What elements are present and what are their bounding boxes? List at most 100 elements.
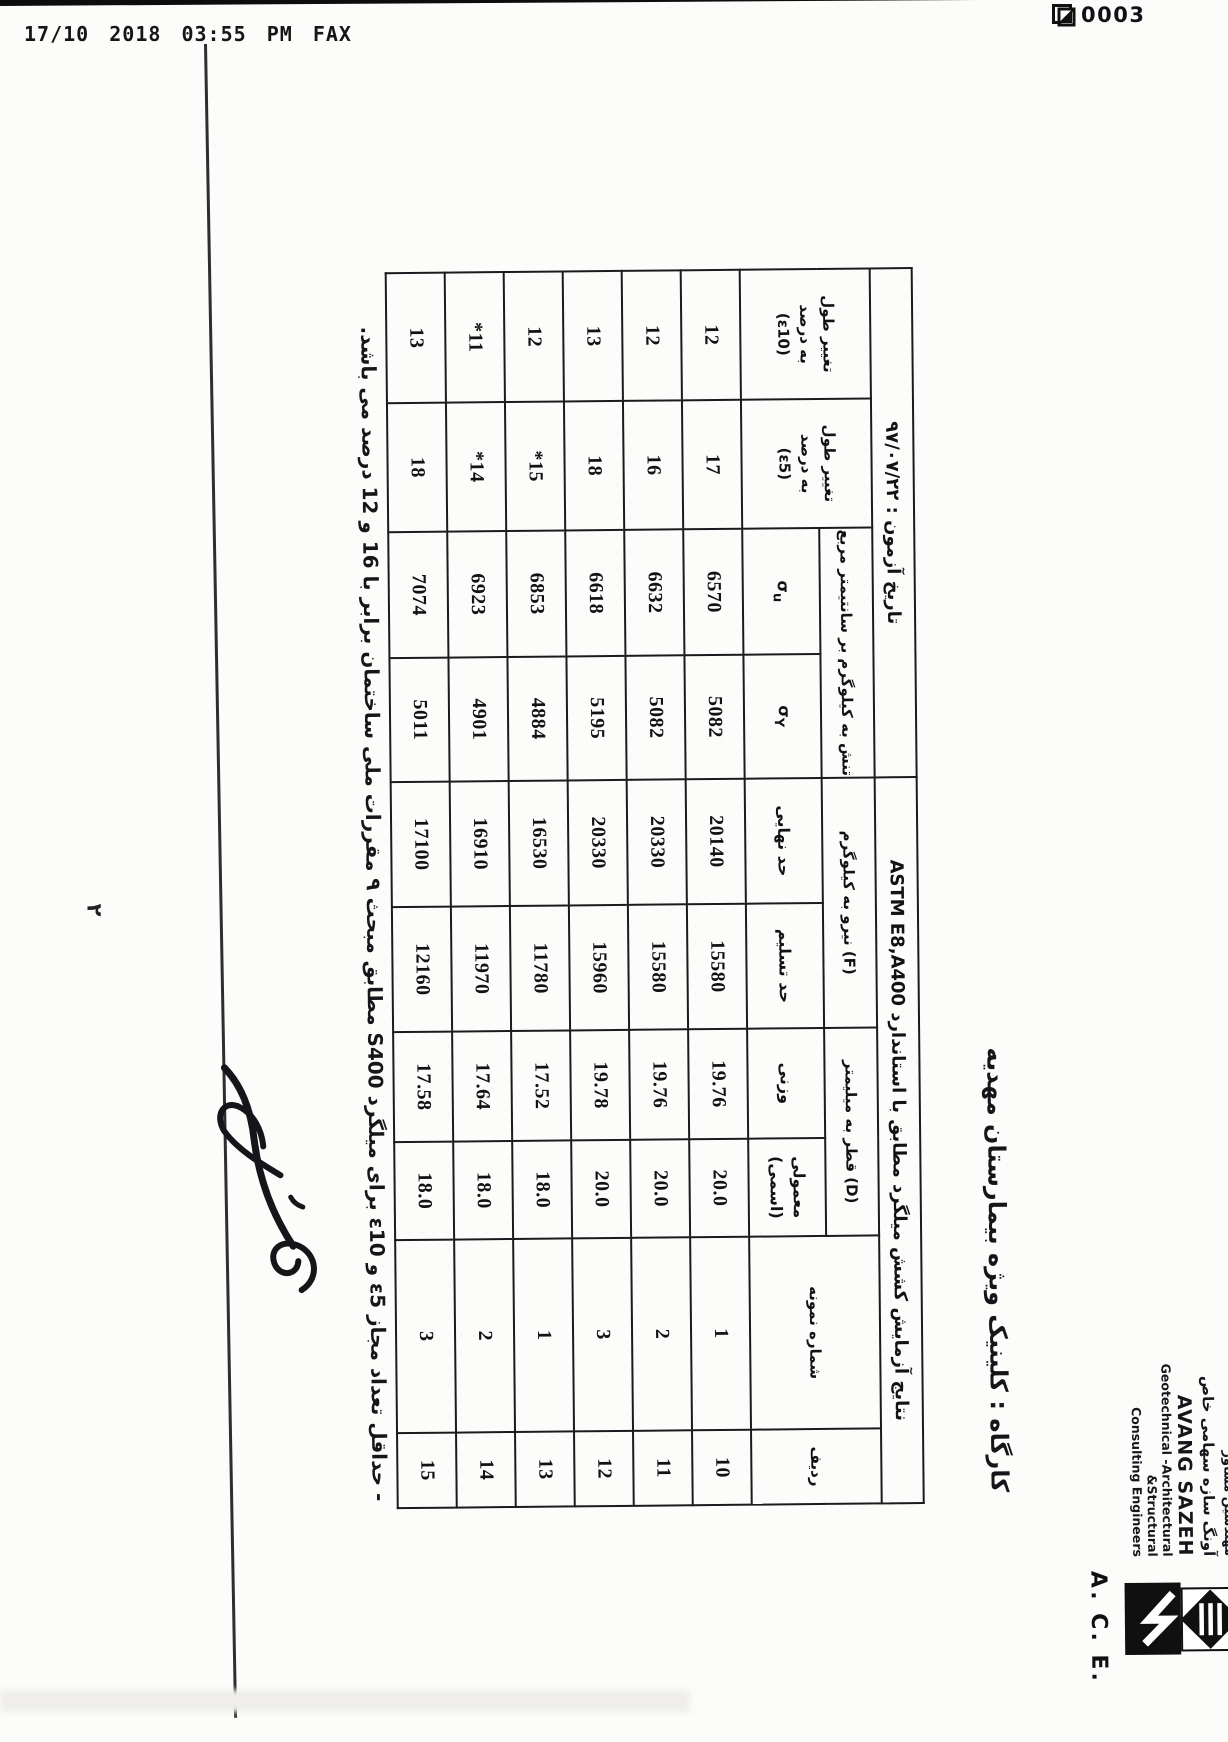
col-header-weighted: وزنی <box>747 1027 826 1139</box>
table-cell: 18 <box>386 402 448 533</box>
letterhead-fa-name: آونگ سازه سهامی خاص <box>1198 1375 1219 1557</box>
table-cell: 13 <box>515 1431 575 1507</box>
table-cell: 12 <box>680 269 741 401</box>
table-cell: 11780 <box>509 905 571 1032</box>
table-cell: 6853 <box>506 530 567 658</box>
table-cell: 5195 <box>566 655 627 781</box>
table-cell: 20.0 <box>630 1139 691 1238</box>
col-header-sigma-u: σu <box>742 527 821 655</box>
table-cell: 5082 <box>625 655 686 780</box>
table-cell: 16 <box>622 400 684 530</box>
col-header-ultimate: حد نهایی <box>744 777 823 904</box>
table-row: 11 2 20.0 19.76 15580 20330 5082 6632 16 12 <box>621 270 693 1506</box>
table-cell: 19.76 <box>629 1029 690 1140</box>
avang-sazeh-logo-icon <box>1124 1582 1228 1656</box>
table-cell: 14* <box>445 402 507 532</box>
eps10-line1: تغییر طول <box>818 295 838 373</box>
table-row: 10 1 20.0 19.76 15580 20140 5082 6570 17 12 <box>680 269 752 1506</box>
table-cell: 20.0 <box>689 1138 750 1238</box>
table-cell: 18.0 <box>394 1141 455 1241</box>
nominal-line2: (اسمی) <box>766 1155 787 1219</box>
eps10-line2: به درصد <box>796 304 815 364</box>
scan-smudge <box>0 1690 690 1712</box>
table-cell: 3 <box>395 1239 457 1434</box>
table-cell: 19.76 <box>688 1028 749 1140</box>
table-cell: 6618 <box>565 529 626 657</box>
table-cell: 15960 <box>568 904 630 1031</box>
letterhead-field-3: Consulting Engineers <box>1129 1406 1146 1557</box>
table-row: 15 3 18.0 17.58 12160 17100 5011 7074 18 13 <box>385 272 457 1509</box>
table-cell: 20140 <box>685 778 746 905</box>
table-cell: 15* <box>504 401 566 532</box>
document-title: کارگاه : کلینیک ویژه بیمارستان مهدیه <box>981 1047 1014 1493</box>
table-row: 14 2 18.0 17.64 11970 16910 4901 6923 14* 11* <box>444 272 516 1508</box>
table-cell: 17.52 <box>511 1030 572 1141</box>
table-cell: 6570 <box>683 528 744 656</box>
nominal-line1: معمولی <box>789 1156 809 1219</box>
table-cell: 17.64 <box>452 1031 513 1142</box>
eps10-symbol: (ε10) <box>773 312 793 356</box>
table-cell: 14 <box>456 1431 516 1508</box>
group-header-force: (F) نیرو به کیلوگرم <box>821 777 878 1028</box>
eps5-line2: به درصد <box>797 433 817 494</box>
group-header-stress: تنش به کیلوگرم بر سانتیمتر مربع <box>819 527 875 778</box>
table-cell: 12 <box>574 1430 634 1507</box>
table-cell: 7074 <box>388 531 449 659</box>
letterhead-company-name: AVANG SAZEH <box>1172 1394 1197 1557</box>
fax-page-counter: 0003 <box>1052 3 1145 27</box>
col-header-sigma-y: σY <box>743 653 822 779</box>
table-cell: 17.58 <box>393 1031 454 1143</box>
eps5-symbol: (ε5) <box>775 447 794 481</box>
group-header-diameter: (D) قطر به میلیمتر <box>824 1027 880 1236</box>
table-cell: 16530 <box>508 780 569 907</box>
table-cell: 12160 <box>391 906 453 1033</box>
table-cell: 20.0 <box>571 1139 632 1239</box>
table-cell: 15580 <box>627 904 689 1030</box>
table-cell: 4901 <box>448 657 509 782</box>
eps5-line1: تغییر طول <box>819 424 839 503</box>
table-cell: 12 <box>621 270 682 401</box>
results-table: نتایج آزمایش کشش میلگرد مطابق با استاندا… <box>385 267 925 1509</box>
table-row: 12 3 20.0 19.78 15960 20330 5195 6618 18 13 <box>562 270 634 1507</box>
table-cell: 15580 <box>686 903 748 1030</box>
table-cell: 4884 <box>507 656 568 782</box>
table-cell: 5011 <box>389 657 450 783</box>
table-cell: 18.0 <box>512 1140 573 1239</box>
table-cell: 2 <box>631 1237 693 1431</box>
table-cell: 2 <box>454 1238 516 1433</box>
ace-abbreviation: A. C. E. <box>1085 1570 1112 1684</box>
col-header-eps5: تغییر طول به درصد (ε5) <box>740 398 873 529</box>
table-cell: 3 <box>572 1237 634 1432</box>
table-cell: 6923 <box>447 531 508 658</box>
table-cell: 20330 <box>567 779 628 906</box>
table-cell: 1 <box>513 1238 575 1432</box>
table-test-date: تاریخ آزمون : ۹۷/۰۷/۲۲ <box>869 268 917 778</box>
fax-timestamp: 17/10 2018 03:55 PM FAX <box>24 22 352 46</box>
table-cell: 12 <box>503 271 564 403</box>
table-cell: 11 <box>633 1430 693 1506</box>
col-header-eps10: تغییر طول به درصد (ε10) <box>739 268 871 400</box>
fax-page-counter-value: 0003 <box>1081 3 1146 27</box>
table-cell: 17 <box>681 399 743 530</box>
col-header-row-no: ردیف <box>751 1428 882 1505</box>
table-cell: 11* <box>444 272 505 403</box>
table-main-header: نتایج آزمایش کشش میلگرد مطابق با استاندا… <box>874 777 924 1504</box>
col-header-sample-no: شماره نمونه <box>749 1235 882 1430</box>
table-cell: 11970 <box>450 906 512 1032</box>
table-cell: 19.78 <box>570 1029 631 1141</box>
table-cell: 10 <box>692 1429 752 1506</box>
table-row: 13 1 18.0 17.52 11780 16530 4884 6853 15* 12 <box>503 271 575 1507</box>
table-cell: 16910 <box>449 781 510 907</box>
table-cell: 1 <box>690 1236 752 1431</box>
table-cell: 13 <box>562 270 623 402</box>
col-header-yield: حد تسلیم <box>745 902 825 1029</box>
table-cell: 18 <box>563 400 625 531</box>
signature <box>217 1064 317 1294</box>
table-cell: 20330 <box>626 779 687 905</box>
table-cell: 6632 <box>624 529 685 656</box>
table-cell: 5082 <box>684 654 745 780</box>
col-header-nominal: معمولی (اسمی) <box>748 1137 827 1237</box>
letterhead: مهندسین مشاور آونگ سازه سهامی خاص AVANG … <box>1128 1341 1228 1557</box>
